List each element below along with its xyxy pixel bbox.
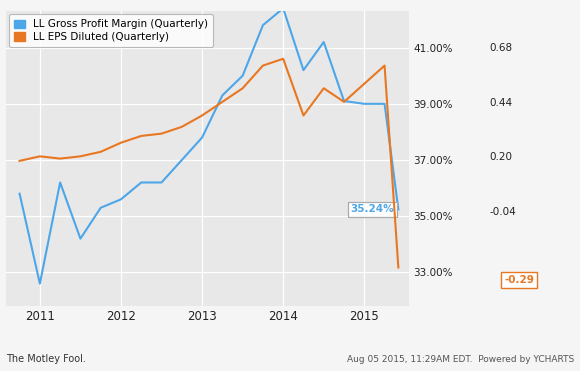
Text: -0.29: -0.29 [504, 275, 534, 285]
Text: 35.24%: 35.24% [351, 204, 394, 214]
Text: The Motley Fool.: The Motley Fool. [6, 354, 86, 364]
Legend: LL Gross Profit Margin (Quarterly), LL EPS Diluted (Quarterly): LL Gross Profit Margin (Quarterly), LL E… [9, 14, 213, 47]
Text: Aug 05 2015, 11:29AM EDT.  Powered by YCHARTS: Aug 05 2015, 11:29AM EDT. Powered by YCH… [347, 355, 574, 364]
